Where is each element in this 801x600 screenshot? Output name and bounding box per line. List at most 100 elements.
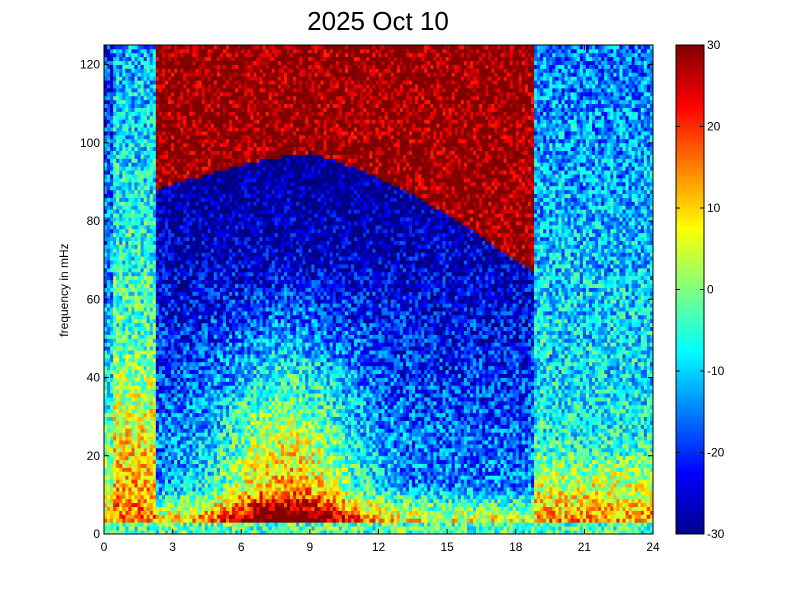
heatmap-cell [110,166,113,170]
heatmap-cell [141,354,144,358]
heatmap-cell [104,201,107,205]
heatmap-cell [168,264,171,268]
heatmap-cell [113,53,116,57]
heatmap-cell [214,350,217,354]
heatmap-cell [104,209,107,213]
heatmap-cell [122,370,125,374]
heatmap-cell [156,385,159,389]
heatmap-cell [162,221,165,225]
heatmap-cell [168,397,171,401]
heatmap-cell [153,354,156,358]
heatmap-cell [135,127,138,131]
heatmap-cell [192,158,195,162]
heatmap-cell [171,143,174,147]
heatmap-cell [122,96,125,100]
heatmap-cell [125,522,128,526]
heatmap-cell [211,315,214,319]
heatmap-cell [165,233,168,237]
heatmap-cell [168,507,171,511]
heatmap-cell [196,229,199,233]
heatmap-cell [141,178,144,182]
heatmap-cell [208,405,211,409]
heatmap-cell [107,92,110,96]
heatmap-cell [205,358,208,362]
heatmap-cell [144,342,147,346]
heatmap-cell [211,194,214,198]
heatmap-cell [183,424,186,428]
heatmap-cell [192,151,195,155]
heatmap-cell [171,68,174,72]
heatmap-cell [150,76,153,80]
heatmap-cell [141,491,144,495]
heatmap-cell [192,190,195,194]
heatmap-cell [141,319,144,323]
heatmap-cell [220,460,223,464]
heatmap-cell [150,123,153,127]
heatmap-cell [177,389,180,393]
heatmap-cell [217,495,220,499]
heatmap-cell [138,483,141,487]
heatmap-cell [183,201,186,205]
heatmap-cell [156,491,159,495]
heatmap-cell [211,491,214,495]
heatmap-cell [131,225,134,229]
heatmap-cell [128,213,131,217]
heatmap-cell [153,65,156,69]
heatmap-cell [144,170,147,174]
heatmap-cell [113,370,116,374]
heatmap-cell [156,507,159,511]
heatmap-cell [180,182,183,186]
heatmap-cell [141,374,144,378]
heatmap-cell [211,354,214,358]
heatmap-cell [180,354,183,358]
heatmap-cell [125,252,128,256]
heatmap-cell [138,108,141,112]
heatmap-cell [180,229,183,233]
heatmap-cell [128,460,131,464]
heatmap-cell [165,424,168,428]
heatmap-cell [113,428,116,432]
heatmap-cell [156,119,159,123]
heatmap-cell [208,303,211,307]
heatmap-cell [150,370,153,374]
heatmap-cell [180,186,183,190]
heatmap-cell [202,370,205,374]
heatmap-cell [223,276,226,280]
heatmap-cell [110,57,113,61]
heatmap-cell [125,233,128,237]
heatmap-cell [189,331,192,335]
heatmap-cell [110,507,113,511]
heatmap-cell [211,268,214,272]
heatmap-cell [165,229,168,233]
heatmap-cell [125,471,128,475]
heatmap-cell [144,471,147,475]
heatmap-cell [119,61,122,65]
heatmap-cell [208,417,211,421]
heatmap-cell [131,479,134,483]
heatmap-cell [208,342,211,346]
heatmap-cell [119,217,122,221]
heatmap-cell [153,303,156,307]
heatmap-cell [223,158,226,162]
heatmap-cell [186,385,189,389]
heatmap-cell [153,276,156,280]
heatmap-cell [208,370,211,374]
heatmap-cell [214,256,217,260]
heatmap-cell [196,389,199,393]
heatmap-cell [196,139,199,143]
heatmap-cell [174,381,177,385]
heatmap-cell [104,299,107,303]
heatmap-cell [208,511,211,515]
heatmap-cell [171,381,174,385]
heatmap-cell [113,135,116,139]
heatmap-cell [156,104,159,108]
heatmap-cell [177,362,180,366]
heatmap-cell [208,201,211,205]
heatmap-cell [119,507,122,511]
heatmap-cell [125,201,128,205]
heatmap-cell [165,479,168,483]
heatmap-cell [128,342,131,346]
heatmap-cell [208,135,211,139]
heatmap-cell [217,424,220,428]
heatmap-cell [202,499,205,503]
